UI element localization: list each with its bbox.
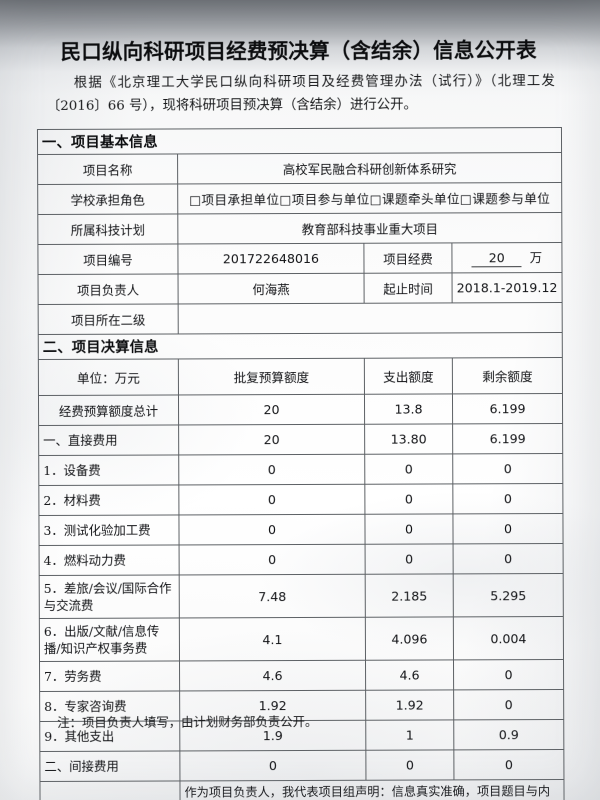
row-approved[interactable]: 7.48 [179, 574, 366, 618]
row-remaining[interactable]: 0 [453, 749, 564, 780]
table-row: 3．测试化验加工费 0 0 0 [38, 513, 564, 546]
tech-program-value[interactable]: 教育部科技事业重大项目 [177, 212, 562, 244]
row-label: 4．燃料动力费 [39, 544, 180, 576]
school-role-label: 学校承担角色 [37, 183, 178, 215]
row-label: 经费预算额度总计 [38, 394, 179, 426]
footer-note: 注：项目负责人填写，由计划财务部负责公开。 [57, 713, 318, 730]
row-remaining[interactable]: 0 [453, 689, 564, 720]
table-row: 二、间接费用 0 0 0 [39, 749, 564, 782]
row-spent[interactable]: 13.80 [364, 423, 453, 455]
project-name-label: 项目名称 [37, 153, 178, 185]
row-label: 二、间接费用 [39, 750, 180, 782]
row-label: 5．差旅/会议/国际合作与交流费 [39, 574, 180, 619]
project-name-value[interactable]: 高校军民融合科研创新体系研究 [177, 152, 562, 184]
row-remaining[interactable]: 0 [453, 659, 564, 690]
declaration-row: 项目组长声明 作为项目负责人，我代表项目组声明：信息真实准确，项目题目与内容是内… [39, 779, 565, 800]
project-funding-label: 项目经费 [363, 242, 453, 274]
row-spent[interactable]: 0 [365, 543, 454, 575]
intro-paragraph: 根据《北京理工大学民口纵向科研项目及经费管理办法（试行）》（北理工发〔2016〕… [46, 74, 555, 114]
row-spent[interactable]: 13.8 [364, 393, 453, 425]
disclosure-form-table: 一、项目基本信息 项目名称 高校军民融合科研创新体系研究 学校承担角色 □项目承… [37, 127, 565, 800]
row-label: 2．材料费 [38, 484, 179, 516]
row-remaining[interactable]: 0 [452, 453, 563, 484]
table-row: 4．燃料动力费 0 0 0 [39, 543, 564, 576]
section2-heading-row: 二、项目决算信息 [38, 332, 563, 360]
table-row: 5．差旅/会议/国际合作与交流费 7.48 2.185 5.295 [39, 573, 564, 619]
row-spent[interactable]: 0 [364, 513, 454, 545]
declaration-text: 作为项目负责人，我代表项目组声明：信息真实准确，项目题目与内容是内部。 [184, 784, 551, 800]
tech-program-label: 所属科技计划 [37, 213, 178, 245]
secondary-unit-value[interactable] [178, 302, 563, 334]
row-project-name: 项目名称 高校军民融合科研创新体系研究 [37, 152, 562, 185]
row-project-number: 项目编号 201722648016 项目经费 20 万 [37, 242, 563, 275]
column-header-remaining: 剩余额度 [452, 357, 563, 394]
row-approved[interactable]: 0 [178, 454, 365, 485]
row-spent[interactable]: 2.185 [365, 573, 454, 618]
section2-heading: 二、项目决算信息 [38, 332, 563, 360]
table-row: 经费预算额度总计 20 13.8 6.199 [38, 393, 563, 426]
table-row: 2．材料费 0 0 0 [38, 483, 563, 516]
row-approved[interactable]: 0 [179, 544, 366, 575]
row-remaining[interactable]: 6.199 [452, 393, 563, 424]
row-approved[interactable]: 4.6 [179, 660, 366, 691]
project-period-label: 起止时间 [364, 272, 453, 304]
secondary-unit-label: 项目所在二级 [38, 303, 179, 335]
row-remaining[interactable]: 0 [452, 483, 563, 514]
row-spent[interactable]: 4.6 [365, 659, 454, 691]
row-spent[interactable]: 0 [364, 483, 453, 515]
project-number-value[interactable]: 201722648016 [177, 243, 365, 274]
declaration-label: 项目组长声明 [39, 780, 181, 800]
row-remaining[interactable]: 0.9 [453, 719, 564, 750]
row-remaining[interactable]: 0 [452, 513, 564, 544]
page-title: 民口纵向科研项目经费预决算（含结余）信息公开表 [60, 38, 537, 64]
project-funding-value[interactable]: 20 万 [451, 242, 563, 273]
column-header-unit: 单位：万元 [38, 358, 179, 396]
row-label: 6．出版/文献/信息传播/知识产权事务费 [39, 617, 180, 662]
row-school-role: 学校承担角色 □项目承担单位□项目参与单位□课题牵头单位□课题参与单位 [37, 182, 562, 215]
section1-heading: 一、项目基本信息 [37, 127, 562, 155]
row-spent[interactable]: 1.92 [365, 689, 454, 721]
section1-heading-row: 一、项目基本信息 [37, 127, 562, 155]
row-spent[interactable]: 4.096 [365, 616, 454, 661]
column-header-approved: 批复预算额度 [178, 358, 365, 395]
row-approved[interactable]: 0 [178, 484, 365, 515]
project-number-label: 项目编号 [37, 243, 179, 275]
row-remaining[interactable]: 0 [453, 543, 564, 574]
row-remaining[interactable]: 0.004 [453, 616, 564, 660]
row-approved[interactable]: 4.1 [179, 617, 366, 661]
project-funding-unit: 万 [529, 250, 543, 266]
declaration-body: 作为项目负责人，我代表项目组声明：信息真实准确，项目题目与内容是内部。 项目组长… [179, 779, 565, 800]
row-tech-program: 所属科技计划 教育部科技事业重大项目 [37, 212, 562, 245]
row-approved[interactable]: 0 [179, 750, 366, 781]
row-spent[interactable]: 0 [365, 749, 454, 781]
row-approved[interactable]: 20 [178, 424, 365, 455]
row-label: 一、直接费用 [38, 424, 179, 456]
school-role-checkbox-group[interactable]: □项目承担单位□项目参与单位□课题牵头单位□课题参与单位 [177, 182, 562, 214]
budget-table-header-row: 单位：万元 批复预算额度 支出额度 剩余额度 [38, 357, 563, 396]
row-spent[interactable]: 1 [365, 719, 454, 751]
table-row: 6．出版/文献/信息传播/知识产权事务费 4.1 4.096 0.004 [39, 616, 564, 662]
row-label: 7．劳务费 [39, 660, 180, 692]
row-secondary-unit: 项目所在二级 [38, 302, 563, 335]
table-row: 7．劳务费 4.6 4.6 0 [39, 659, 564, 692]
project-leader-value[interactable]: 何海燕 [178, 273, 365, 304]
table-row: 一、直接费用 20 13.80 6.199 [38, 423, 563, 456]
project-leader-label: 项目负责人 [38, 273, 179, 305]
row-project-leader: 项目负责人 何海燕 起止时间 2018.1-2019.12 [38, 272, 563, 305]
table-row: 1．设备费 0 0 0 [38, 453, 563, 486]
row-spent[interactable]: 0 [364, 453, 453, 485]
row-approved[interactable]: 20 [178, 394, 365, 425]
row-label: 1．设备费 [38, 454, 179, 486]
project-period-value[interactable]: 2018.1-2019.12 [452, 272, 563, 303]
project-funding-amount[interactable]: 20 [471, 250, 522, 268]
row-remaining[interactable]: 6.199 [452, 423, 563, 454]
column-header-spent: 支出额度 [364, 357, 453, 395]
row-remaining[interactable]: 5.295 [453, 573, 564, 617]
row-label: 3．测试化验加工费 [38, 514, 180, 546]
row-approved[interactable]: 0 [178, 514, 366, 545]
